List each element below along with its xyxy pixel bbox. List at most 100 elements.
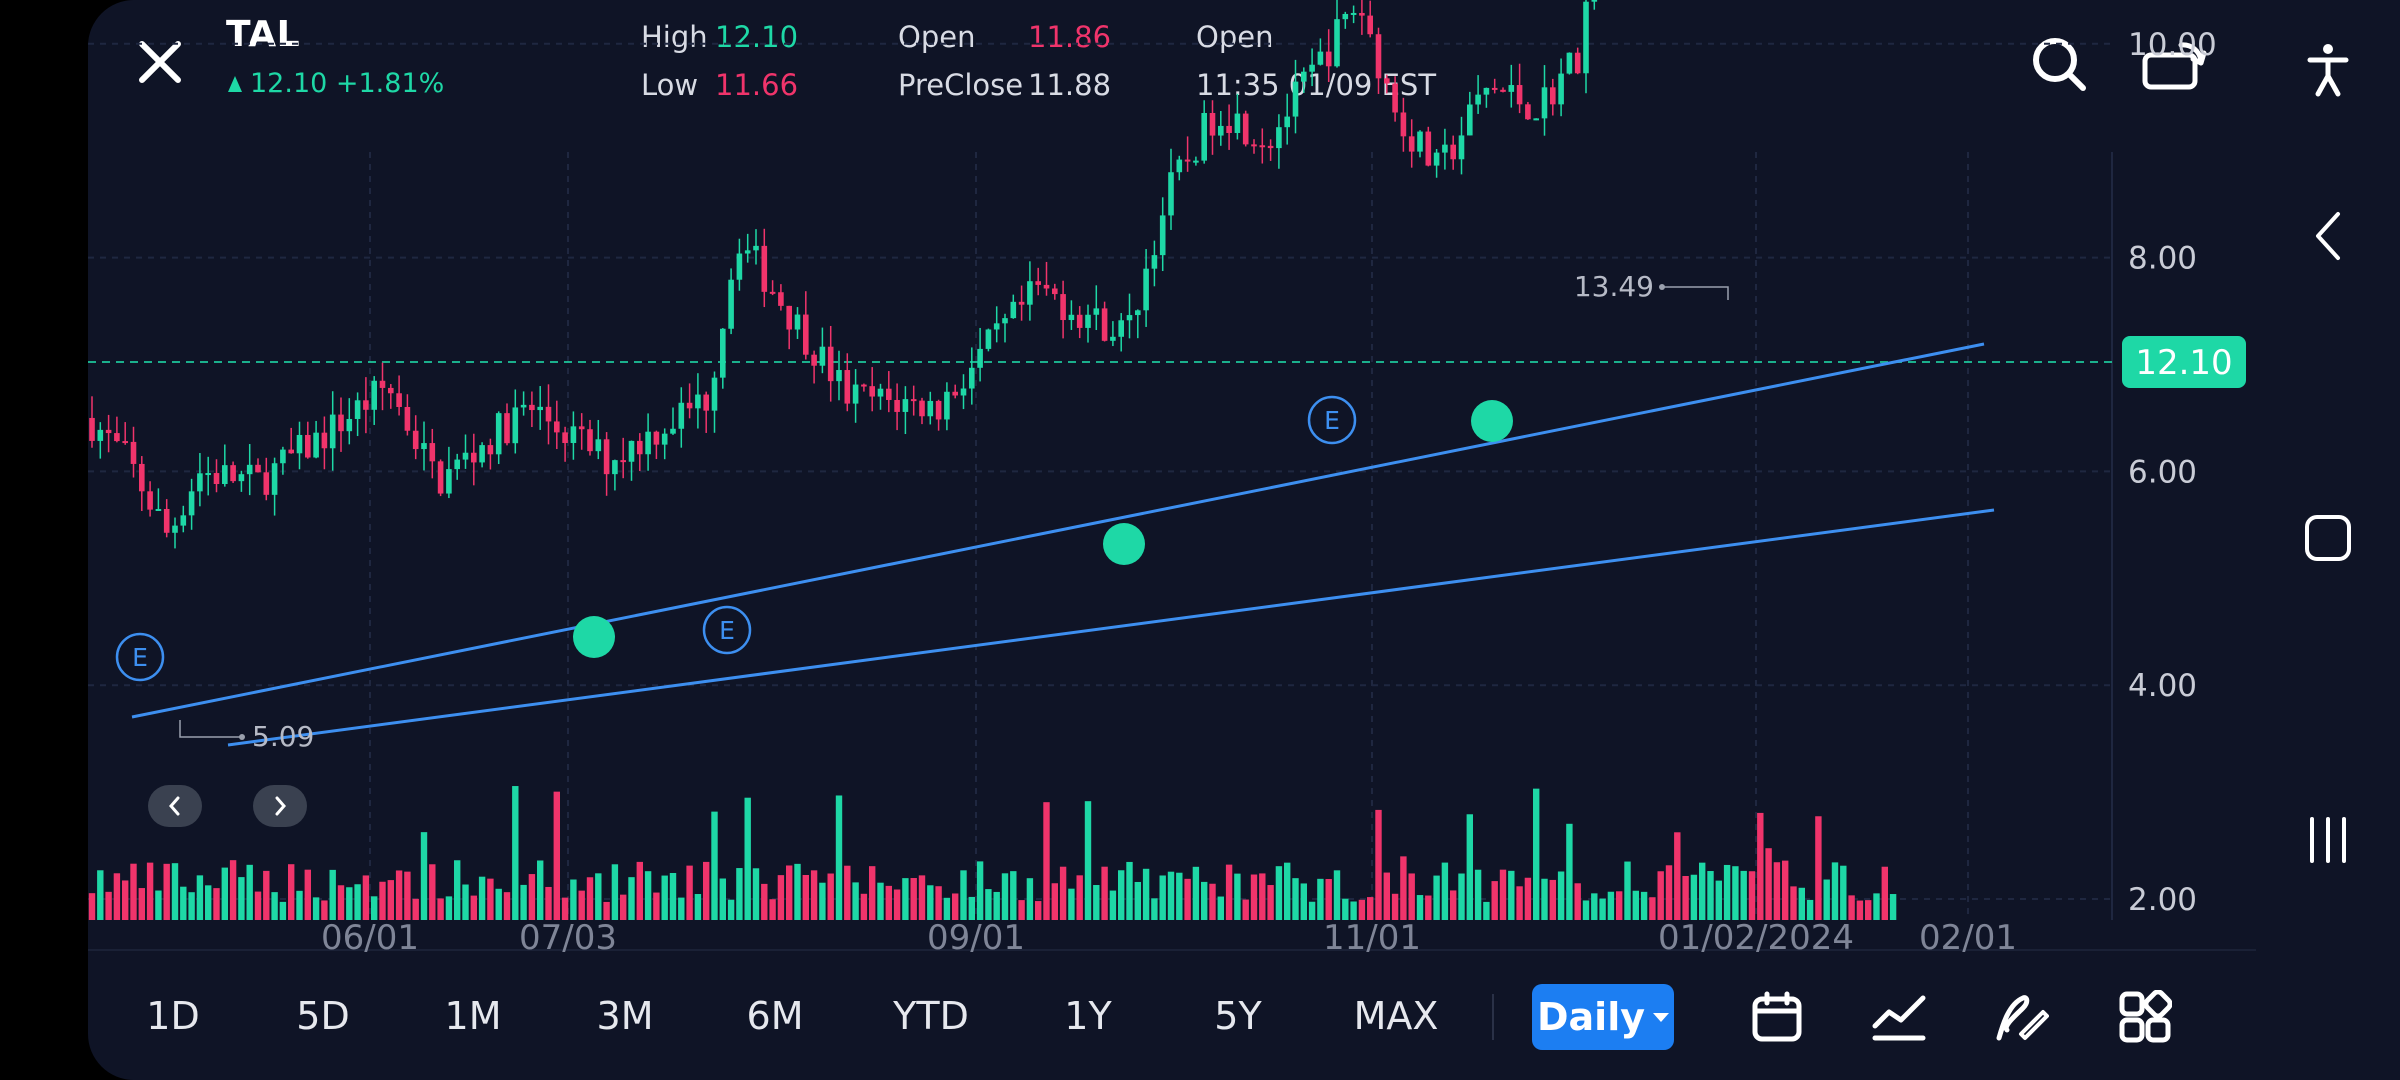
candle-body [910, 399, 917, 402]
volume-bar [155, 890, 162, 920]
candle-body [753, 245, 759, 251]
scroll-left-button[interactable] [148, 785, 202, 827]
volume-bar [1458, 873, 1465, 920]
search-button[interactable] [2023, 28, 2095, 100]
volume-bar [329, 869, 336, 920]
candle-body [1184, 159, 1191, 162]
earnings-marker-label: E [719, 616, 735, 645]
close-button[interactable] [128, 30, 192, 94]
candle-body [230, 465, 236, 482]
volume-bar [1176, 872, 1183, 920]
candle-body [296, 434, 303, 454]
volume-bar [279, 901, 287, 920]
candle-body [1583, 1, 1589, 74]
volume-bar [736, 868, 743, 920]
timeframe-max[interactable]: MAX [1353, 994, 1439, 1038]
volume-bar [1209, 883, 1216, 920]
timeframe-5y[interactable]: 5Y [1214, 994, 1262, 1038]
calendar-button[interactable] [1742, 984, 1812, 1050]
candle-body [305, 434, 311, 458]
volume-bar [1848, 895, 1855, 920]
close-icon [139, 41, 181, 83]
timeframe-6m[interactable]: 6M [746, 994, 804, 1038]
volume-bar [1134, 881, 1141, 920]
preclose-value: 11.88 [1028, 68, 1112, 102]
accessibility-button[interactable] [2300, 42, 2356, 98]
volume-bar [354, 884, 361, 920]
timeframe-1y[interactable]: 1Y [1064, 994, 1112, 1038]
volume-bar [918, 875, 926, 920]
indicator-button[interactable] [1864, 984, 1934, 1050]
volume-bar [1400, 856, 1407, 920]
draw-button[interactable] [1986, 984, 2056, 1050]
candle-body [744, 250, 751, 254]
timeframe-1d[interactable]: 1D [146, 994, 200, 1038]
timeframe-1m[interactable]: 1M [444, 994, 502, 1038]
candle-body [1060, 294, 1066, 321]
volume-bar [1383, 872, 1390, 920]
candle-body [404, 406, 411, 431]
candle-body [653, 431, 660, 445]
candle-body [1417, 131, 1423, 152]
volume-bar [769, 899, 776, 920]
volume-bar [1632, 890, 1639, 920]
volume-bar [254, 891, 262, 920]
trendlines[interactable] [131, 342, 1995, 747]
candle-body [852, 384, 859, 404]
event-markers[interactable]: E E E [115, 395, 1513, 682]
volume-bar [910, 878, 917, 920]
volume-bar [620, 894, 627, 920]
chevron-left-icon [169, 796, 180, 816]
home-button[interactable] [2300, 510, 2356, 566]
candle-body [163, 509, 170, 533]
volume-bar [1192, 866, 1200, 920]
candle-body [578, 426, 585, 430]
volume-bar [1250, 874, 1258, 920]
candle-body [1550, 87, 1556, 105]
candle-body [479, 445, 485, 463]
candle-body [811, 354, 817, 366]
candle-body [1500, 89, 1506, 92]
candle-body [313, 432, 319, 458]
volume-bar [1059, 866, 1067, 920]
volume-bar [1242, 899, 1249, 920]
candle-body [1467, 104, 1473, 136]
recents-button[interactable] [2300, 812, 2356, 868]
interval-dropdown[interactable]: Daily [1532, 984, 1674, 1050]
low-label: Low [641, 68, 699, 102]
candle-body [827, 346, 834, 382]
candle-body [1101, 308, 1108, 341]
timeframe-ytd[interactable]: YTD [893, 994, 969, 1038]
x-tick-label: 09/01 [927, 918, 1025, 958]
candle-body [1558, 73, 1564, 105]
volume-bar [1840, 865, 1847, 920]
candle-body [105, 429, 112, 434]
volume-bar [1873, 893, 1880, 920]
timeframe-3m[interactable]: 3M [596, 994, 654, 1038]
candle-body [363, 400, 369, 410]
candle-body [728, 279, 734, 329]
scroll-right-button[interactable] [253, 785, 307, 827]
rotate-screen-button[interactable] [2138, 28, 2210, 100]
timeframe-5d[interactable]: 5D [296, 994, 350, 1038]
candle-body [1375, 34, 1382, 79]
volume-bar [1773, 862, 1781, 920]
volume-bar [1367, 897, 1374, 920]
volume-bar [296, 890, 303, 920]
volume-bar [113, 873, 121, 920]
volume-bar [1557, 871, 1565, 920]
volume-bar [545, 886, 552, 920]
volume-bar [1815, 816, 1822, 920]
back-button[interactable] [2300, 208, 2356, 264]
price-chart[interactable]: EEE 14.0010.008.006.004.002.0006/0107/03… [88, 0, 2256, 960]
volume-bar [1533, 788, 1540, 920]
layout-button[interactable] [2110, 984, 2180, 1050]
volume-bar [205, 885, 212, 920]
candle-body [761, 245, 768, 292]
candle-body [429, 443, 436, 462]
volume-bar [1118, 870, 1125, 920]
volume-bar [404, 871, 411, 920]
event-dot [1103, 523, 1145, 565]
volume-bar [595, 873, 602, 920]
volume-bar [105, 891, 112, 920]
